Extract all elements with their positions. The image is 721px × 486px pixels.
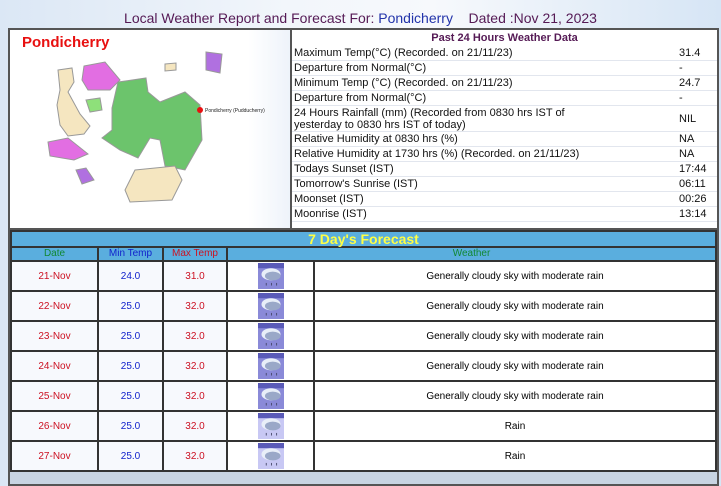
data-value: 17:44 [679,162,707,175]
data-row: Moonrise (IST) 13:14 [292,207,717,222]
forecast-weather: Generally cloudy sky with moderate rain [313,320,717,352]
rain-icon [226,440,315,472]
forecast-title: 7 Day's Forecast [10,230,717,248]
col-max-temp: Max Temp [162,246,228,262]
data-row: Relative Humidity at 1730 hrs (%) (Recor… [292,147,717,162]
data-label: Maximum Temp(°C) (Recorded. on 21/11/23) [294,46,513,59]
past-24h-table: Past 24 Hours Weather Data Maximum Temp(… [292,30,717,228]
forecast-row: 24-Nov 25.0 32.0 Generally cloudy sky with … [10,350,717,382]
data-label: Minimum Temp (°C) (Recorded. on 21/11/23… [294,76,513,89]
region-map: Pondicherry (Pudducherry) Pondicherry [10,30,292,228]
data-value: 06:11 [679,177,706,190]
forecast-weather: Generally cloudy sky with moderate rain [313,380,717,412]
map-title: Pondicherry [22,34,110,51]
forecast-max-temp: 31.0 [162,260,228,292]
data-label: 24 Hours Rainfall (mm) (Recorded from 08… [294,106,565,131]
forecast-max-temp: 32.0 [162,410,228,442]
data-label: Relative Humidity at 1730 hrs (%) (Recor… [294,147,580,160]
forecast-max-temp: 32.0 [162,290,228,322]
forecast-weather: Generally cloudy sky with moderate rain [313,290,717,322]
forecast-min-temp: 25.0 [97,320,164,352]
rain-icon [226,410,315,442]
forecast-row: 22-Nov 25.0 32.0 Generally cloudy sky with … [10,290,717,322]
data-value: 24.7 [679,76,701,89]
data-label: Todays Sunset (IST) [294,162,394,175]
col-date: Date [10,246,99,262]
forecast-row: 21-Nov 24.0 31.0 Generally cloudy sky with … [10,260,717,292]
forecast-min-temp: 25.0 [97,290,164,322]
forecast-min-temp: 25.0 [97,380,164,412]
map-image: Pondicherry (Pudducherry) [47,51,265,203]
forecast-max-temp: 32.0 [162,320,228,352]
location-name: Pondicherry [378,10,453,26]
report-date: Dated :Nov 21, 2023 [468,10,597,26]
forecast-row: 23-Nov 25.0 32.0 Generally cloudy sky with … [10,320,717,352]
forecast-row: 27-Nov 25.0 32.0 Rain [10,440,717,472]
forecast-weather: Generally cloudy sky with moderate rain [313,350,717,382]
data-row: 24 Hours Rainfall (mm) (Recorded from 08… [292,106,717,132]
data-value: 00:26 [679,192,707,205]
forecast-date: 22-Nov [10,290,99,322]
forecast-date: 21-Nov [10,260,99,292]
data-row: Relative Humidity at 0830 hrs (%) NA [292,132,717,147]
page-title: Local Weather Report and Forecast For: P… [124,10,597,26]
data-label: Tomorrow's Sunrise (IST) [294,177,418,190]
forecast-min-temp: 25.0 [97,350,164,382]
forecast-date: 25-Nov [10,380,99,412]
forecast-max-temp: 32.0 [162,380,228,412]
data-row: Maximum Temp(°C) (Recorded. on 21/11/23)… [292,46,717,61]
data-value: NA [679,147,695,160]
data-label: Moonset (IST) [294,192,364,205]
forecast-date: 26-Nov [10,410,99,442]
moderate-rain-icon [226,380,315,412]
col-weather: Weather [226,246,717,262]
data-row: Tomorrow's Sunrise (IST) 06:11 [292,177,717,192]
forecast-min-temp: 24.0 [97,260,164,292]
forecast-date: 23-Nov [10,320,99,352]
data-row: Departure from Normal(°C) - [292,61,717,76]
forecast-weather: Generally cloudy sky with moderate rain [313,260,717,292]
moderate-rain-icon [226,260,315,292]
summary-panel: Pondicherry (Pudducherry) Pondicherry Pa… [8,28,719,230]
data-value: - [679,91,683,104]
data-value: NIL [679,112,697,125]
data-row: Todays Sunset (IST) 17:44 [292,162,717,177]
data-value: 13:14 [679,207,707,220]
forecast-max-temp: 32.0 [162,440,228,472]
moderate-rain-icon [226,320,315,352]
data-row: Minimum Temp (°C) (Recorded. on 21/11/23… [292,76,717,91]
forecast-row: 25-Nov 25.0 32.0 Generally cloudy sky with … [10,380,717,412]
moderate-rain-icon [226,350,315,382]
forecast-weather: Rain [313,440,717,472]
forecast-row: 26-Nov 25.0 32.0 Rain [10,410,717,442]
data-label: Relative Humidity at 0830 hrs (%) [294,132,458,145]
col-min-temp: Min Temp [97,246,164,262]
data-label: Moonrise (IST) [294,207,367,220]
data-row: Departure from Normal(°C) - [292,91,717,106]
data-label: Departure from Normal(°C) [294,91,427,104]
map-city-label: Pondicherry (Pudducherry) [205,108,265,114]
forecast-date: 27-Nov [10,440,99,472]
past-24h-title: Past 24 Hours Weather Data [431,32,578,44]
forecast-max-temp: 32.0 [162,350,228,382]
data-value: 31.4 [679,46,701,59]
forecast-date: 24-Nov [10,350,99,382]
forecast-min-temp: 25.0 [97,440,164,472]
data-row: Moonset (IST) 00:26 [292,192,717,207]
moderate-rain-icon [226,290,315,322]
forecast-table: 7 Day's Forecast Date Min Temp Max Temp … [10,230,717,472]
forecast-weather: Rain [313,410,717,442]
data-value: NA [679,132,695,145]
data-value: - [679,61,683,74]
forecast-panel: 7 Day's Forecast Date Min Temp Max Temp … [8,228,719,486]
data-label: Departure from Normal(°C) [294,61,427,74]
forecast-min-temp: 25.0 [97,410,164,442]
